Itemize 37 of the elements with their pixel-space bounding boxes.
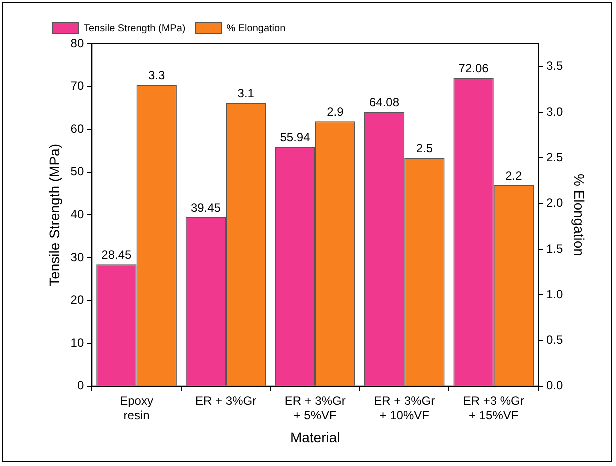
data-label: 2.5	[416, 141, 434, 156]
y2-tick-label: 3.0	[546, 104, 564, 119]
y-tick-label: 30	[70, 250, 84, 264]
y2-tick-label: 2.0	[546, 196, 564, 210]
y-tick-label: 10	[70, 336, 84, 350]
x-tick-label: ER + 3%Gr	[196, 394, 257, 408]
y-tick-label: 60	[70, 122, 84, 136]
y2-tick-label: 0.0	[546, 378, 564, 393]
data-label: 39.45	[190, 200, 222, 215]
x-tick-label: ER + 3%Gr + 10%VF	[374, 394, 436, 422]
y2-tick-label: 3.5	[546, 59, 564, 74]
x-axis-title: Material	[290, 429, 340, 446]
data-label: 3.3	[148, 68, 166, 82]
data-label: 64.08	[370, 95, 400, 110]
data-label: 28.45	[102, 248, 132, 262]
y-tick-label: 70	[70, 79, 84, 94]
legend-label: % Elongation	[226, 23, 286, 34]
y2-axis-title: % Elongation	[572, 174, 588, 256]
y2-tick-label: 1.0	[546, 287, 564, 302]
y2-tick-label: 0.5	[546, 333, 564, 348]
y-tick-label: 80	[70, 36, 84, 50]
data-label: 2.2	[506, 168, 523, 183]
y-tick-label: 0	[77, 378, 84, 393]
data-label: 3.1	[238, 86, 255, 101]
y2-tick-label: 1.5	[546, 242, 564, 256]
y-axis-title: Tensile Strength (MPa)	[46, 144, 62, 286]
data-label: 2.9	[327, 104, 344, 119]
x-tick-label: Epoxy resin	[120, 394, 154, 422]
x-tick-label: ER +3 %Gr + 15%VF	[463, 394, 524, 422]
y-tick-label: 20	[70, 293, 84, 308]
data-label: 55.94	[280, 130, 311, 144]
y-tick-label: 50	[70, 164, 84, 179]
data-label: 72.06	[458, 61, 490, 76]
legend-label: Tensile Strength (MPa)	[84, 23, 186, 34]
y2-tick-label: 2.5	[546, 150, 564, 164]
x-tick-label: ER + 3%Gr + 5%VF	[284, 394, 346, 422]
y-tick-label: 40	[70, 208, 84, 222]
